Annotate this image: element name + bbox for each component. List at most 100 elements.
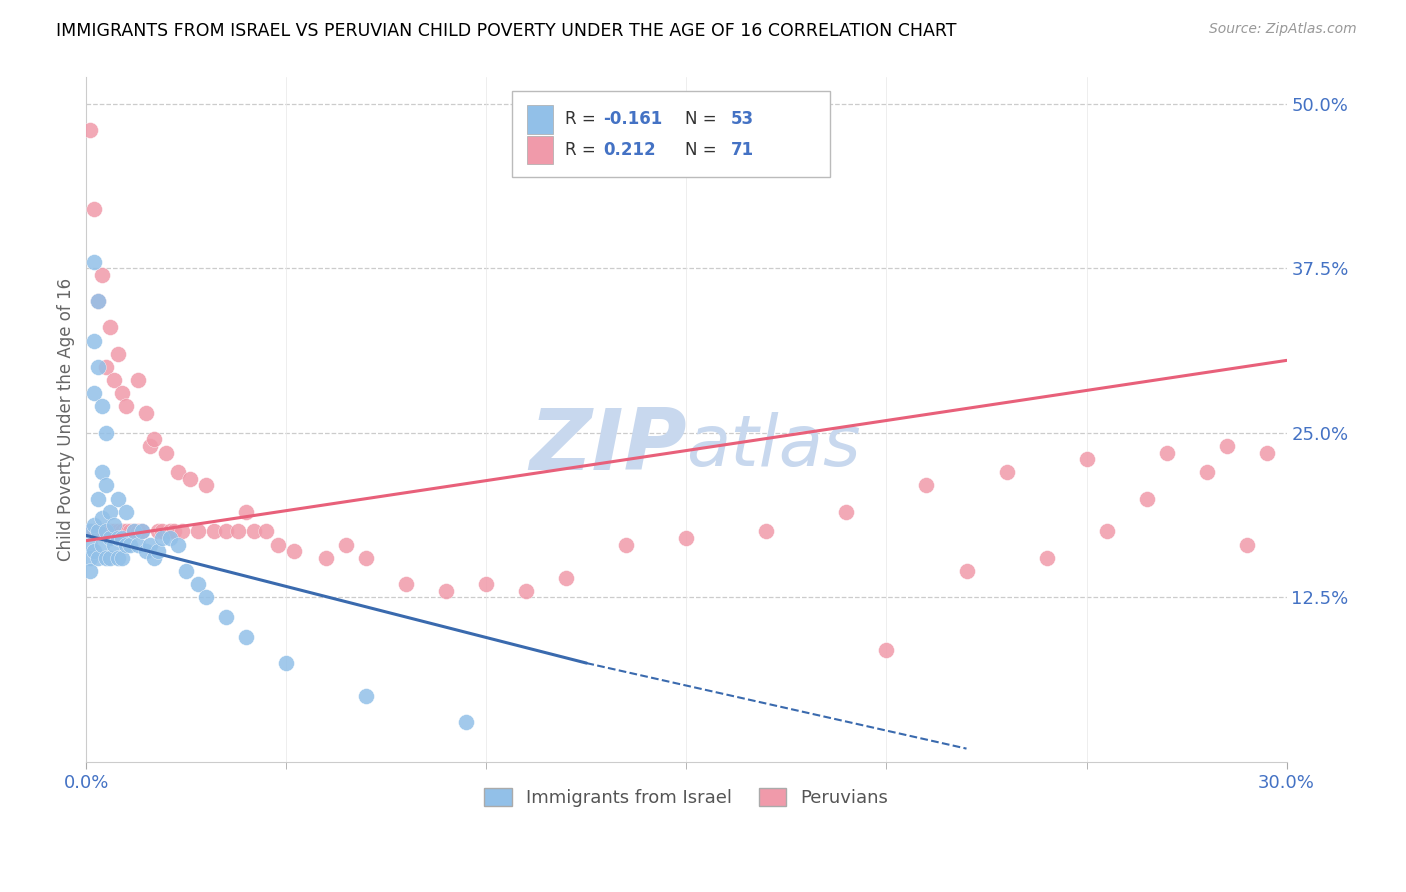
Point [127,373,149,387]
Point [315,550,337,565]
Point [96,524,118,539]
Point [91,268,114,282]
Point [103,373,125,387]
Point [98,524,121,539]
Point [555,570,578,584]
Point [115,505,138,519]
Point [176,564,198,578]
Point [124,524,146,539]
Point [79,564,101,578]
Point [1076,452,1098,467]
Point [143,433,166,447]
Point [283,544,305,558]
Point [235,505,257,519]
Point [111,386,134,401]
Text: N =: N = [685,111,723,128]
Point [434,583,457,598]
Point [148,524,170,539]
Point [215,524,238,539]
Point [87,294,110,309]
Point [1215,439,1237,453]
Point [103,538,125,552]
Point [83,517,105,532]
Point [87,550,110,565]
Point [103,517,125,532]
Point [1236,538,1258,552]
Point [356,689,378,703]
Point [1156,445,1178,459]
Point [616,538,638,552]
Point [98,550,121,565]
Point [107,531,129,545]
Point [995,465,1018,479]
Point [91,538,114,552]
Point [243,524,266,539]
Point [83,254,105,268]
Point [83,202,105,216]
Point [195,478,218,492]
Point [835,505,858,519]
Bar [527,136,553,164]
Point [1095,524,1118,539]
Point [87,524,110,539]
Point [107,524,129,539]
Point [159,531,181,545]
Point [91,511,114,525]
Point [228,524,250,539]
Point [267,538,290,552]
Point [235,630,257,644]
Point [98,505,121,519]
Point [135,544,157,558]
Point [150,524,173,539]
Point [127,538,149,552]
Point [456,715,478,730]
Point [1135,491,1157,506]
Point [179,472,201,486]
Point [98,531,121,545]
Point [83,386,105,401]
Point [167,465,190,479]
Point [79,524,101,539]
Point [150,531,173,545]
Point [675,531,697,545]
Point [107,347,129,361]
Point [143,550,166,565]
Point [87,359,110,374]
Text: Source: ZipAtlas.com: Source: ZipAtlas.com [1209,22,1357,37]
Point [111,550,134,565]
Text: R =: R = [565,141,602,159]
Text: 0.212: 0.212 [603,141,657,159]
Point [335,538,357,552]
Point [91,524,114,539]
Point [167,538,190,552]
Point [155,445,177,459]
Point [195,591,218,605]
Point [91,465,114,479]
Point [159,524,181,539]
Text: ZIP: ZIP [529,406,686,489]
Y-axis label: Child Poverty Under the Age of 16: Child Poverty Under the Age of 16 [58,278,75,561]
Point [135,406,157,420]
Point [254,524,277,539]
Point [1195,465,1218,479]
Point [115,524,138,539]
Point [79,538,101,552]
Point [111,531,134,545]
Point [475,577,498,591]
Point [955,564,977,578]
Point [1035,550,1057,565]
Point [79,524,101,539]
Bar [527,105,553,134]
Point [755,524,778,539]
Point [276,656,298,670]
Point [96,425,118,440]
Point [96,550,118,565]
Point [115,538,138,552]
Text: N =: N = [685,141,723,159]
Text: 71: 71 [731,141,754,159]
Point [87,524,110,539]
Point [98,320,121,334]
Point [83,544,105,558]
Point [120,524,142,539]
Point [515,583,537,598]
